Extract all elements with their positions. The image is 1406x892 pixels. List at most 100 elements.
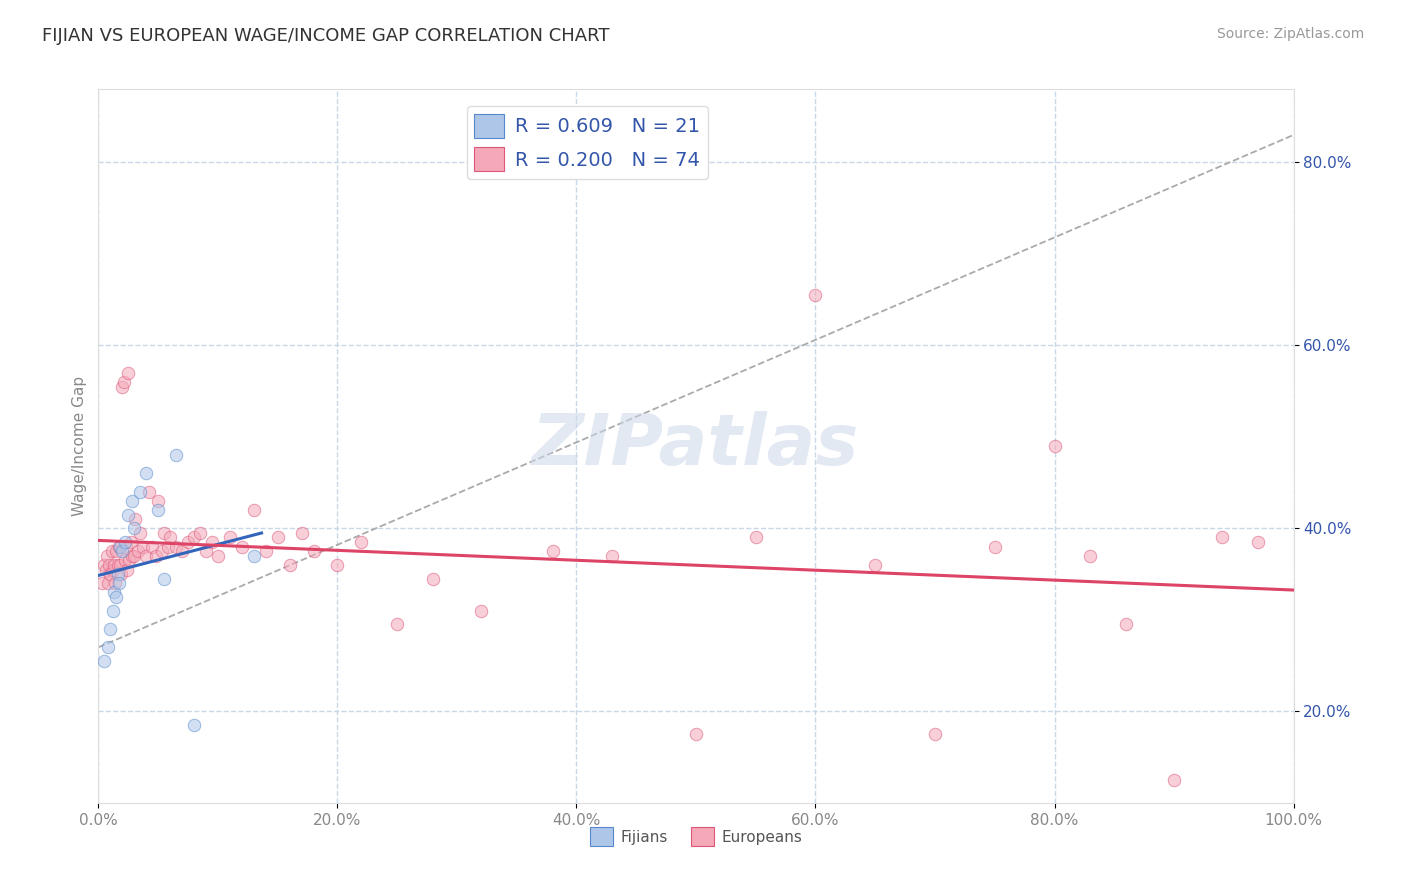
Point [150, 544, 173, 558]
Point [153, 525, 176, 540]
Point [267, 531, 290, 545]
Point [470, 604, 492, 618]
Point [120, 535, 142, 549]
Point [924, 727, 946, 741]
Point [278, 558, 301, 572]
Point [865, 558, 887, 572]
Point [101, 562, 124, 576]
Point [115, 562, 138, 576]
Point [135, 467, 157, 481]
Point [385, 617, 409, 632]
Point [127, 544, 149, 558]
Point [112, 375, 135, 389]
Point [110, 567, 132, 582]
Text: FIJIAN VS EUROPEAN WAGE/INCOME GAP CORRELATION CHART: FIJIAN VS EUROPEAN WAGE/INCOME GAP CORRE… [42, 27, 610, 45]
Point [159, 531, 181, 545]
Point [148, 494, 170, 508]
Point [138, 484, 160, 499]
Point [165, 540, 187, 554]
Point [1043, 439, 1066, 453]
Text: Source: ZipAtlas.com: Source: ZipAtlas.com [1216, 27, 1364, 41]
Point [107, 567, 129, 582]
Point [326, 558, 349, 572]
Point [129, 525, 152, 540]
Point [1211, 531, 1233, 545]
Point [131, 540, 153, 554]
Point [231, 540, 253, 554]
Point [117, 508, 139, 522]
Point [1080, 549, 1102, 563]
Point [745, 531, 768, 545]
Point [94, 562, 117, 576]
Point [219, 531, 242, 545]
Point [422, 572, 444, 586]
Point [93, 654, 115, 668]
Point [291, 525, 314, 540]
Point [685, 727, 707, 741]
Point [207, 549, 229, 563]
Point [108, 558, 131, 572]
Point [114, 535, 136, 549]
Point [124, 512, 146, 526]
Point [124, 549, 146, 563]
Point [141, 540, 163, 554]
Point [111, 544, 134, 558]
Text: ZIPatlas: ZIPatlas [533, 411, 859, 481]
Point [195, 544, 218, 558]
Point [104, 576, 127, 591]
Point [114, 553, 136, 567]
Point [98, 567, 122, 582]
Point [100, 544, 122, 558]
Point [984, 540, 1007, 554]
Point [108, 540, 131, 554]
Point [117, 366, 139, 380]
Point [91, 576, 114, 591]
Point [183, 718, 205, 732]
Legend: Fijians, Europeans: Fijians, Europeans [583, 822, 808, 852]
Point [118, 553, 141, 567]
Point [165, 448, 187, 462]
Point [107, 558, 129, 572]
Point [111, 379, 134, 393]
Point [148, 503, 170, 517]
Point [183, 531, 205, 545]
Point [541, 544, 564, 558]
Point [804, 288, 827, 302]
Point [121, 549, 143, 563]
Point [105, 590, 128, 604]
Point [135, 549, 157, 563]
Point [350, 535, 373, 549]
Y-axis label: Wage/Income Gap: Wage/Income Gap [72, 376, 87, 516]
Point [107, 540, 129, 554]
Point [243, 549, 266, 563]
Point [115, 540, 138, 554]
Point [101, 604, 124, 618]
Point [97, 576, 120, 591]
Point [177, 535, 200, 549]
Point [96, 549, 118, 563]
Point [98, 558, 121, 572]
Point [103, 585, 125, 599]
Point [602, 549, 624, 563]
Point [254, 544, 277, 558]
Point [201, 535, 224, 549]
Point [103, 558, 125, 572]
Point [172, 544, 194, 558]
Point [98, 622, 122, 636]
Point [156, 540, 179, 554]
Point [105, 544, 128, 558]
Point [97, 640, 120, 655]
Point [145, 549, 167, 563]
Point [93, 558, 115, 572]
Point [188, 525, 211, 540]
Point [153, 572, 176, 586]
Point [1247, 535, 1270, 549]
Point [124, 521, 146, 535]
Point [1163, 772, 1185, 787]
Point [107, 576, 129, 591]
Point [121, 494, 143, 508]
Point [1115, 617, 1137, 632]
Point [302, 544, 325, 558]
Point [243, 503, 266, 517]
Point [129, 484, 152, 499]
